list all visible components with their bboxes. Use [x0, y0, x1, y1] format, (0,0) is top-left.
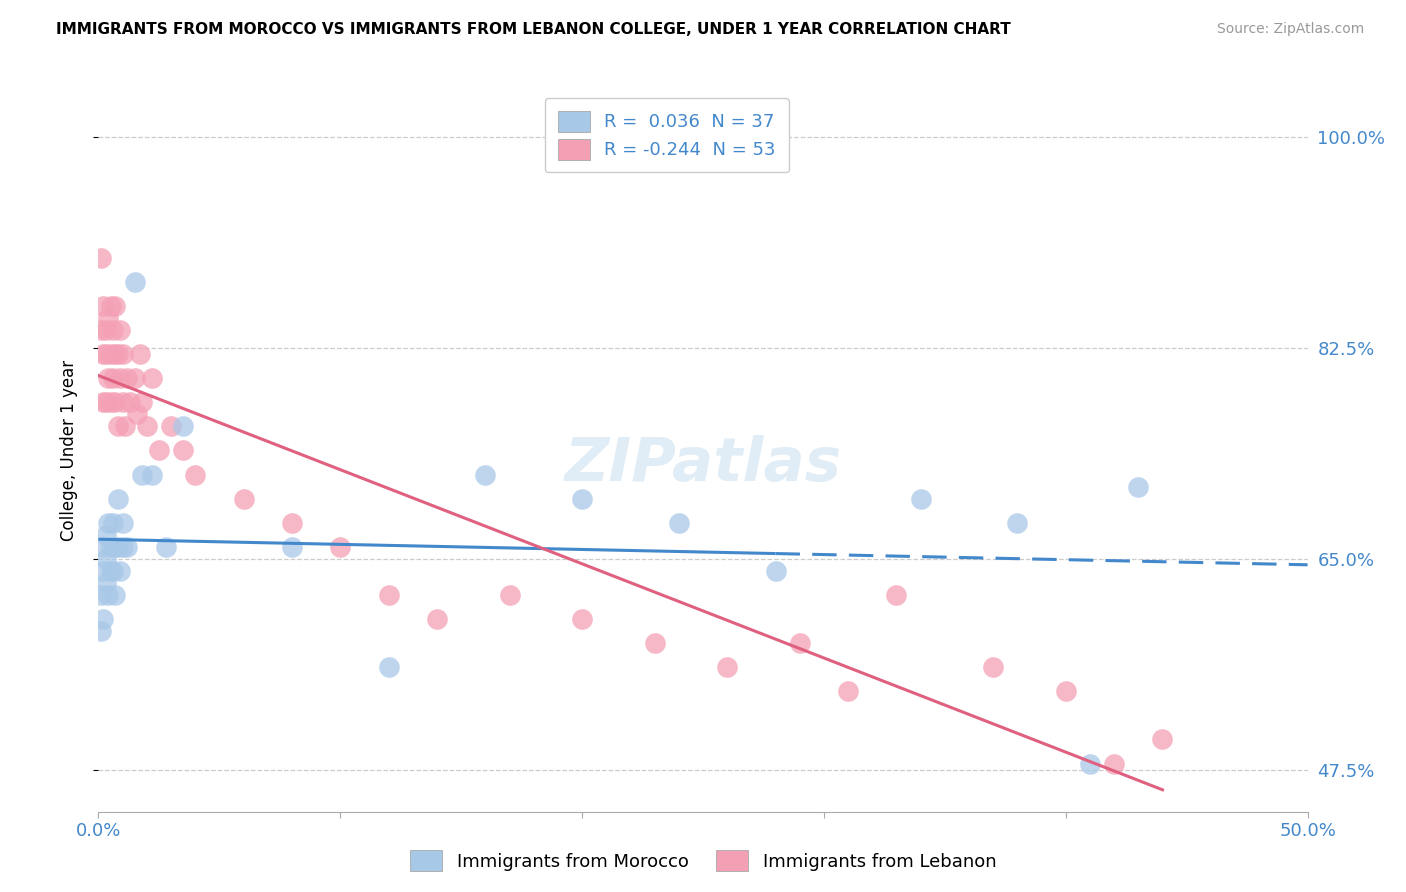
Point	[94, 528, 117, 542]
Point	[141, 371, 163, 385]
Point	[498, 588, 520, 602]
Point	[97, 516, 120, 530]
Text: ZIPatlas: ZIPatlas	[564, 435, 842, 494]
Point	[97, 588, 120, 602]
Point	[172, 419, 194, 434]
Point	[94, 395, 117, 409]
Point	[90, 624, 112, 639]
Point	[108, 323, 131, 337]
Point	[118, 395, 141, 409]
Point	[1054, 684, 1077, 698]
Point	[91, 564, 114, 578]
Point	[94, 551, 117, 566]
Point	[111, 540, 134, 554]
Point	[101, 564, 124, 578]
Point	[100, 347, 122, 361]
Point	[90, 323, 112, 337]
Point	[91, 612, 114, 626]
Point	[117, 540, 139, 554]
Point	[100, 540, 122, 554]
Point	[128, 347, 150, 361]
Point	[108, 564, 131, 578]
Point	[131, 467, 153, 482]
Point	[107, 491, 129, 506]
Point	[91, 299, 114, 313]
Point	[160, 419, 183, 434]
Point	[108, 371, 131, 385]
Point	[100, 564, 122, 578]
Point	[1102, 756, 1125, 771]
Point	[111, 516, 134, 530]
Point	[94, 323, 117, 337]
Point	[104, 588, 127, 602]
Point	[377, 588, 399, 602]
Point	[131, 395, 153, 409]
Legend: Immigrants from Morocco, Immigrants from Lebanon: Immigrants from Morocco, Immigrants from…	[402, 843, 1004, 879]
Point	[104, 540, 127, 554]
Point	[426, 612, 449, 626]
Point	[100, 395, 122, 409]
Point	[90, 588, 112, 602]
Point	[97, 371, 120, 385]
Point	[765, 564, 787, 578]
Point	[101, 323, 124, 337]
Point	[124, 371, 146, 385]
Point	[101, 516, 124, 530]
Point	[100, 299, 122, 313]
Text: IMMIGRANTS FROM MOROCCO VS IMMIGRANTS FROM LEBANON COLLEGE, UNDER 1 YEAR CORRELA: IMMIGRANTS FROM MOROCCO VS IMMIGRANTS FR…	[56, 22, 1011, 37]
Point	[107, 540, 129, 554]
Point	[107, 419, 129, 434]
Text: Source: ZipAtlas.com: Source: ZipAtlas.com	[1216, 22, 1364, 37]
Point	[281, 516, 304, 530]
Point	[94, 347, 117, 361]
Legend: R =  0.036  N = 37, R = -0.244  N = 53: R = 0.036 N = 37, R = -0.244 N = 53	[546, 98, 789, 172]
Point	[329, 540, 352, 554]
Point	[668, 516, 690, 530]
Point	[111, 347, 134, 361]
Point	[644, 636, 666, 650]
Point	[1078, 756, 1101, 771]
Point	[101, 371, 124, 385]
Point	[1007, 516, 1029, 530]
Point	[104, 347, 127, 361]
Point	[837, 684, 859, 698]
Point	[232, 491, 254, 506]
Point	[135, 419, 157, 434]
Point	[1152, 732, 1174, 747]
Point	[114, 419, 136, 434]
Point	[127, 407, 149, 422]
Point	[571, 491, 593, 506]
Point	[155, 540, 177, 554]
Point	[104, 299, 127, 313]
Point	[94, 576, 117, 591]
Point	[91, 540, 114, 554]
Point	[97, 311, 120, 326]
Point	[981, 660, 1004, 674]
Point	[886, 588, 908, 602]
Point	[281, 540, 304, 554]
Point	[117, 371, 139, 385]
Point	[716, 660, 738, 674]
Point	[172, 443, 194, 458]
Point	[111, 395, 134, 409]
Point	[910, 491, 932, 506]
Point	[377, 660, 399, 674]
Point	[141, 467, 163, 482]
Point	[107, 347, 129, 361]
Point	[104, 395, 127, 409]
Y-axis label: College, Under 1 year: College, Under 1 year	[59, 359, 77, 541]
Point	[184, 467, 207, 482]
Point	[91, 395, 114, 409]
Point	[474, 467, 496, 482]
Point	[148, 443, 170, 458]
Point	[571, 612, 593, 626]
Point	[789, 636, 811, 650]
Point	[1128, 480, 1150, 494]
Point	[91, 347, 114, 361]
Point	[124, 275, 146, 289]
Point	[90, 251, 112, 265]
